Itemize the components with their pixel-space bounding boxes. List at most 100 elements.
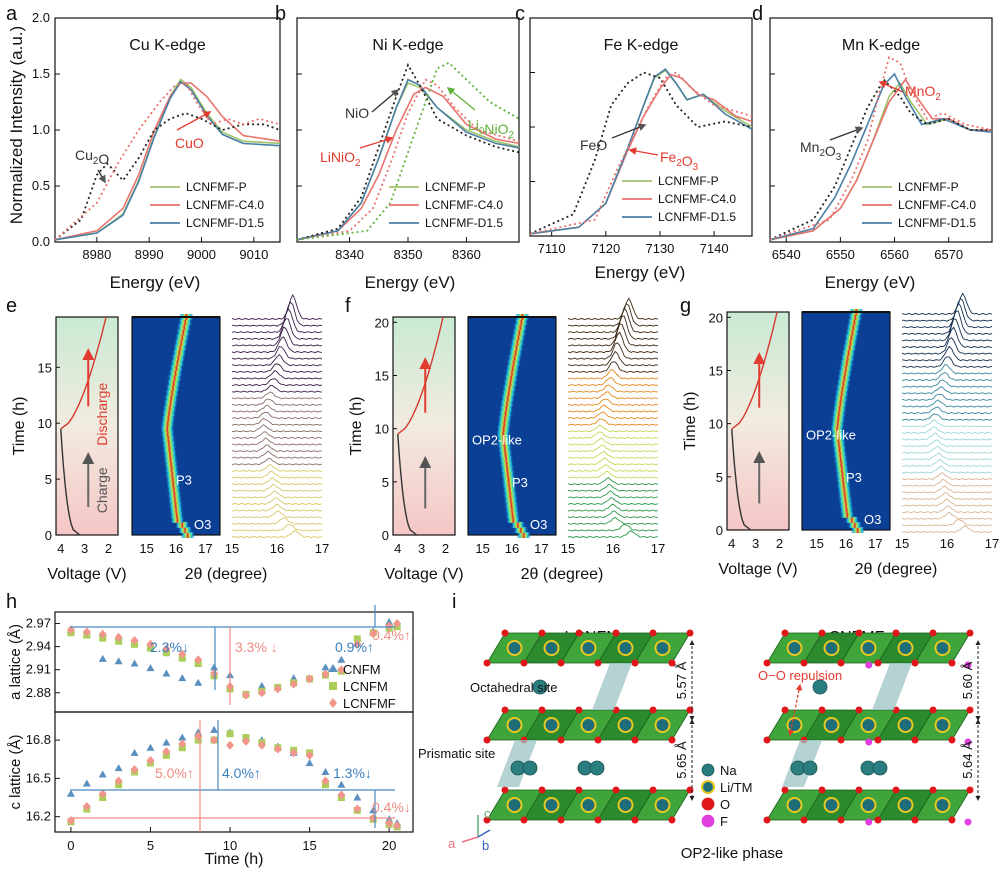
xas-title: Fe K-edge: [604, 37, 679, 54]
x-tick-label: 7120: [591, 241, 620, 256]
o-atom: [911, 659, 919, 667]
xrd-pattern-line: [231, 484, 323, 492]
time-tick-label: 5: [716, 470, 723, 485]
atom-legend-marker: [701, 763, 715, 777]
o-atom: [631, 816, 639, 824]
xrd-pattern-line: [901, 379, 993, 388]
phase-label-O3: O3: [194, 517, 211, 532]
li-tm-atom: [617, 717, 634, 733]
xrd-pattern-line: [567, 404, 659, 413]
xrd-pattern-line: [901, 413, 993, 421]
time-axis-label: Time (h): [11, 397, 28, 456]
x-tick-label: 6560: [880, 247, 909, 262]
voltage-axis-label: Voltage (V): [384, 566, 463, 583]
heatmap-peak: [497, 445, 512, 452]
xas-ylabel: Normalized Intensity (a.u.): [7, 26, 26, 224]
x-tick-label: 5: [147, 838, 154, 853]
heatmap-peak: [835, 385, 850, 392]
theta-tick-label: 16: [505, 541, 519, 556]
heatmap-peak: [833, 450, 848, 457]
xrd-pattern-line: [567, 391, 659, 400]
data-point-CNFM: [178, 733, 187, 741]
legend-label: LCNFMF-P: [425, 180, 486, 194]
atom-legend-label: O: [720, 797, 730, 812]
reference-line: [769, 55, 993, 241]
heatmap-peak: [499, 461, 514, 468]
reference-arrow: [878, 80, 904, 93]
reference-arrow: [628, 147, 659, 156]
heatmap-peak: [511, 334, 526, 341]
xrd-pattern-line: [901, 524, 993, 534]
o-atom: [837, 736, 845, 744]
heatmap-peak: [830, 420, 845, 427]
o-atom: [874, 659, 882, 667]
xas-xlabel-b: Energy (eV): [365, 273, 456, 292]
o-atom: [855, 706, 863, 714]
o-o-repulsion-label: O−O repulsion: [758, 668, 842, 683]
o-atom: [892, 786, 900, 794]
voltage-tick-label: 2: [442, 541, 449, 556]
time-tick-label: 15: [709, 363, 723, 378]
time-tick-label: 10: [38, 416, 52, 431]
legend-marker: [329, 682, 337, 690]
theta-tick-label: 16: [940, 536, 954, 551]
o-atom: [781, 786, 789, 794]
theta-tick-label: 15: [139, 541, 153, 556]
data-point-CNFM: [130, 748, 139, 756]
heatmap-peak: [500, 400, 514, 407]
data-point-CNFM: [162, 669, 171, 677]
x-tick-label: 8340: [335, 247, 364, 262]
slab-lcnfmf-bot: [763, 786, 974, 826]
time-axis-label: Time (h): [348, 397, 365, 456]
li-tm-atom: [506, 717, 523, 733]
voltage-axis-label: Voltage (V): [47, 566, 126, 583]
time-tick-label: 15: [375, 368, 389, 383]
heatmap-peak: [164, 461, 179, 468]
series-line-LCNFMF-C4.0: [769, 78, 992, 241]
octahedral-site-label: Octahedral site: [470, 680, 557, 695]
heatmap-peak: [838, 369, 853, 376]
x-tick-label: 7110: [538, 241, 566, 256]
xrd-pattern-line: [901, 364, 993, 375]
li-tm-atom: [654, 797, 671, 813]
data-point-LCNFMF: [82, 801, 91, 811]
xrd-pattern-line: [231, 457, 323, 466]
data-point-LCNFMF: [393, 619, 402, 629]
heatmap-peak: [502, 481, 516, 488]
o-atom: [557, 816, 565, 824]
heatmap-peak: [839, 359, 854, 366]
xas-title: Mn K-edge: [842, 37, 920, 54]
heatmap-peak: [172, 349, 187, 356]
heatmap-peak: [497, 440, 512, 447]
data-point-CNFM: [321, 663, 330, 671]
heatmap-peak: [178, 319, 193, 326]
b-axis: [477, 829, 491, 838]
time-tick-label: 0: [716, 523, 723, 538]
xrd-pattern-line: [568, 303, 659, 327]
heatmap-peak: [848, 314, 863, 321]
legend-label: LCNFMF-C4.0: [658, 192, 736, 206]
data-point-LCNFMF: [289, 748, 298, 758]
xrd-pattern-line: [901, 465, 993, 474]
xrd-pattern-line: [901, 310, 993, 335]
heatmap-peak: [171, 354, 186, 361]
y-tick-label: 2.88: [26, 685, 51, 700]
heatmap-peak: [844, 516, 859, 523]
heatmap-peak: [175, 334, 190, 341]
time-tick-label: 20: [709, 310, 723, 325]
heatmap-peak: [163, 400, 178, 407]
xrd-pattern-line: [567, 384, 659, 393]
time-tick-label: 20: [375, 315, 389, 330]
reference-arrow: [611, 123, 647, 139]
y-tick-label: 2.97: [26, 616, 51, 631]
xas-xlabel-a: Energy (eV): [110, 273, 201, 292]
xrd-pattern-line: [231, 391, 323, 400]
o-atom: [483, 659, 491, 667]
xas-chart-d: 6540 6550 6560 6570 Mn K-edge LCNFMF-P LCNFMF-…: [769, 17, 993, 262]
xrd-pattern-line: [231, 470, 323, 479]
heatmap-peak: [173, 344, 188, 351]
li-tm-atom: [543, 797, 560, 813]
x-tick-label: 8990: [135, 247, 164, 262]
heatmap-peak: [170, 359, 185, 366]
phase-label-O3: O3: [864, 512, 881, 527]
